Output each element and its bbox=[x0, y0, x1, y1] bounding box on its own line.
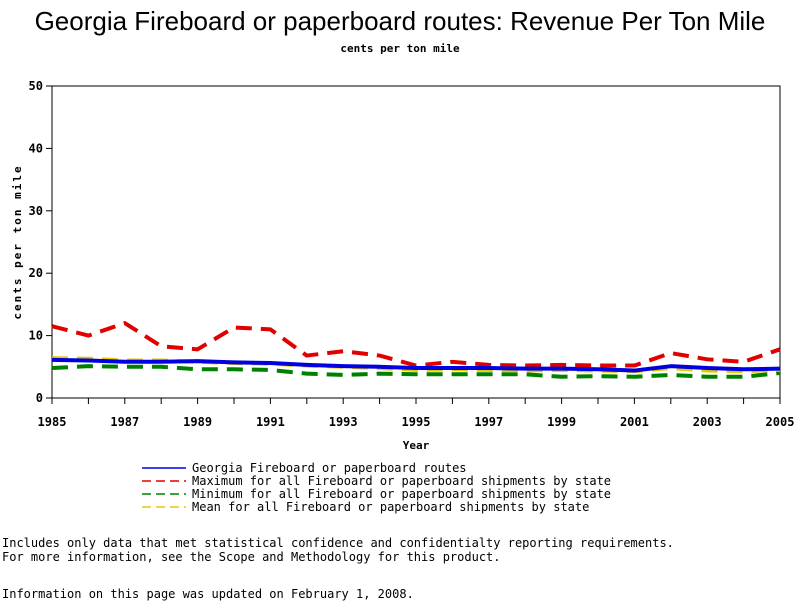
x-tick-label: 2003 bbox=[693, 415, 722, 429]
legend-label: Minimum for all Fireboard or paperboard … bbox=[192, 487, 611, 501]
x-tick-label: 2005 bbox=[766, 415, 795, 429]
x-tick-label: 1987 bbox=[110, 415, 139, 429]
x-tick-label: 1999 bbox=[547, 415, 576, 429]
x-tick-label: 1991 bbox=[256, 415, 285, 429]
chart-legend: Georgia Fireboard or paperboard routesMa… bbox=[142, 461, 611, 514]
series-line-3 bbox=[51, 357, 781, 373]
y-tick-label: 40 bbox=[29, 141, 43, 155]
chart-title: Georgia Fireboard or paperboard routes: … bbox=[34, 6, 766, 36]
y-tick-label: 20 bbox=[29, 266, 43, 280]
x-tick-label: 1985 bbox=[38, 415, 67, 429]
chart-axes: 0 10 20 30 40 50 1985 1987 1989 1991 1993 1995 1997 1… bbox=[29, 79, 795, 429]
x-tick-label: 1995 bbox=[402, 415, 431, 429]
y-tick-label: 0 bbox=[36, 391, 43, 405]
last-updated-note: Information on this page was updated on … bbox=[2, 587, 414, 601]
y-tick-label: 10 bbox=[29, 329, 43, 343]
series-layer bbox=[51, 321, 781, 379]
plot-frame bbox=[51, 85, 781, 399]
series-line-1 bbox=[51, 364, 781, 379]
x-axis-title: Year bbox=[403, 439, 430, 452]
footnote-methodology: For more information, see the Scope and … bbox=[2, 550, 501, 564]
chart-subtitle: cents per ton mile bbox=[340, 42, 460, 55]
footnote-confidence: Includes only data that met statistical … bbox=[2, 536, 674, 550]
legend-label: Georgia Fireboard or paperboard routes bbox=[192, 461, 467, 475]
footnotes: Includes only data that met statistical … bbox=[2, 536, 674, 564]
y-tick-label: 30 bbox=[29, 204, 43, 218]
x-tick-label: 1993 bbox=[329, 415, 358, 429]
legend-label: Mean for all Fireboard or paperboard shi… bbox=[192, 500, 589, 514]
x-tick-label: 1989 bbox=[183, 415, 212, 429]
x-tick-label: 2001 bbox=[620, 415, 649, 429]
legend-label: Maximum for all Fireboard or paperboard … bbox=[192, 474, 611, 488]
y-tick-label: 50 bbox=[29, 79, 43, 93]
y-axis-title: cents per ton mile bbox=[11, 164, 24, 319]
series-line-0 bbox=[51, 321, 781, 368]
x-tick-label: 1997 bbox=[474, 415, 503, 429]
